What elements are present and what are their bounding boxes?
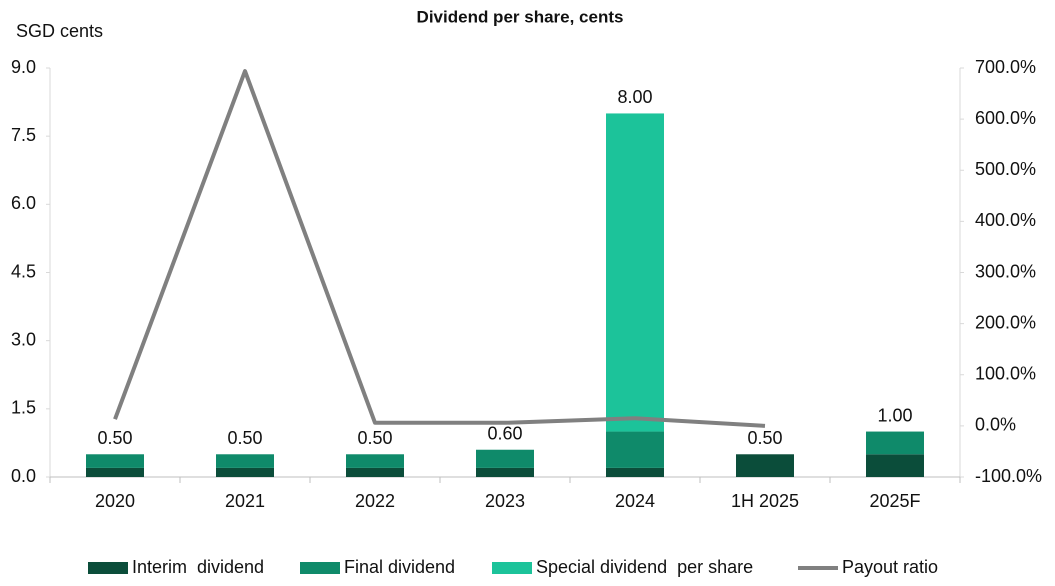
- y2-tick-label: 0.0%: [975, 415, 1016, 435]
- x-tick-label: 2022: [355, 491, 395, 511]
- y-axis-label: SGD cents: [16, 21, 103, 41]
- x-tick-label: 2023: [485, 491, 525, 511]
- legend-swatch: [88, 562, 128, 574]
- value-label: 0.50: [357, 428, 392, 448]
- y-tick-label: 1.5: [11, 398, 36, 418]
- y2-tick-label: -100.0%: [975, 466, 1042, 486]
- legend-label: Final dividend: [344, 557, 455, 577]
- value-label: 0.50: [747, 428, 782, 448]
- bar-segment: [606, 431, 664, 468]
- bar-segment: [346, 454, 404, 468]
- y2-tick-label: 600.0%: [975, 108, 1036, 128]
- y-tick-label: 0.0: [11, 466, 36, 486]
- bar-segment: [86, 467, 144, 477]
- y2-tick-label: 700.0%: [975, 57, 1036, 77]
- bar-segment: [346, 467, 404, 477]
- bar-segment: [736, 454, 794, 477]
- y2-tick-label: 300.0%: [975, 261, 1036, 281]
- y-tick-label: 9.0: [11, 57, 36, 77]
- y-tick-label: 3.0: [11, 329, 36, 349]
- x-tick-label: 1H 2025: [731, 491, 799, 511]
- bar-segment: [216, 454, 274, 468]
- bar-segment: [86, 454, 144, 468]
- line-series: [113, 69, 766, 428]
- bar-segment: [606, 467, 664, 477]
- legend-label: Special dividend per share: [536, 557, 753, 577]
- bar-segment: [476, 449, 534, 468]
- value-label: 8.00: [617, 87, 652, 107]
- value-label: 0.60: [487, 423, 522, 443]
- y2-tick-label: 400.0%: [975, 210, 1036, 230]
- bar-segment: [606, 113, 664, 432]
- x-tick-label: 2024: [615, 491, 655, 511]
- bar-segment: [866, 431, 924, 455]
- y-tick-label: 6.0: [11, 193, 36, 213]
- bar-segment: [476, 467, 534, 477]
- x-tick-label: 2025F: [869, 491, 920, 511]
- bar-segment: [216, 467, 274, 477]
- value-label: 0.50: [227, 428, 262, 448]
- chart-title: Dividend per share, cents: [417, 7, 624, 26]
- y2-tick-label: 200.0%: [975, 312, 1036, 332]
- legend-swatch: [492, 562, 532, 574]
- bar-segment: [866, 454, 924, 477]
- legend-label: Payout ratio: [842, 557, 938, 577]
- legend-label: Interim dividend: [132, 557, 264, 577]
- x-tick-label: 2021: [225, 491, 265, 511]
- value-label: 0.50: [97, 428, 132, 448]
- y-tick-label: 4.5: [11, 261, 36, 281]
- y2-tick-label: 100.0%: [975, 364, 1036, 384]
- x-tick-label: 2020: [95, 491, 135, 511]
- y-tick-label: 7.5: [11, 125, 36, 145]
- legend-swatch: [300, 562, 340, 574]
- value-label: 1.00: [877, 405, 912, 425]
- y2-tick-label: 500.0%: [975, 159, 1036, 179]
